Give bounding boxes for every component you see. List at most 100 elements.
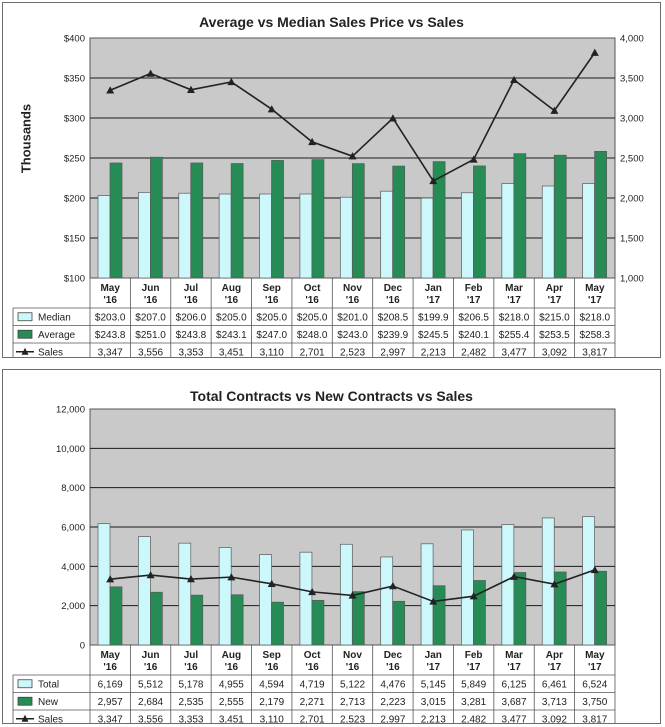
y-right-tick-label: 3,000	[620, 114, 644, 125]
data-label-sales: 3,347	[98, 347, 123, 357]
y-right-tick-label: 4,000	[620, 34, 644, 45]
y-right-tick-label: 1,000	[620, 274, 644, 285]
bar-median	[218, 193, 232, 279]
data-label-sales: 3,110	[260, 714, 285, 723]
x-tick-label: '17	[507, 662, 521, 673]
point-sales	[348, 152, 357, 160]
data-label-total: 4,719	[300, 679, 325, 690]
bar-median	[97, 195, 111, 279]
data-label-sales: 3,110	[260, 347, 285, 357]
data-label-median: $207.0	[135, 312, 166, 323]
data-label-average: $258.3	[580, 330, 611, 341]
data-label-total: 6,461	[542, 679, 567, 690]
bar-average	[473, 165, 486, 279]
legend-key-sales-marker	[21, 714, 29, 722]
y-tick-label: $100	[64, 274, 85, 285]
chart-title: Average vs Median Sales Price vs Sales	[199, 14, 464, 30]
data-label-sales: 2,482	[461, 714, 486, 723]
x-tick-label: May	[100, 650, 120, 661]
bar-new	[230, 594, 244, 646]
bar-median	[138, 192, 151, 279]
data-label-sales: 3,556	[138, 714, 163, 723]
legend-label-median: Median	[38, 312, 71, 323]
data-label-sales: 3,477	[502, 714, 527, 723]
x-tick-label: Jul	[184, 283, 199, 294]
data-label-average: $255.4	[499, 330, 530, 341]
bar-total	[461, 529, 474, 646]
point-sales	[510, 572, 519, 580]
bar-new	[553, 571, 567, 646]
bar-total	[582, 516, 595, 646]
point-sales	[469, 155, 478, 163]
y-right-tick-label: 2,500	[620, 154, 644, 165]
data-label-median: $203.0	[95, 312, 126, 323]
point-sales	[186, 575, 195, 583]
point-sales	[106, 86, 115, 94]
chart-panel-contracts: Total Contracts vs New Contracts vs Sale…	[2, 369, 661, 724]
y-right-tick-label: 3,500	[620, 74, 644, 85]
point-sales	[429, 597, 438, 605]
data-label-sales: 3,353	[178, 714, 203, 723]
x-tick-label: Apr	[546, 650, 563, 661]
x-tick-label: '16	[386, 295, 400, 306]
data-label-median: $206.5	[458, 312, 489, 323]
data-label-total: 5,849	[461, 679, 486, 690]
data-label-sales: 2,997	[380, 347, 405, 357]
bar-total	[138, 536, 151, 646]
bar-new	[351, 591, 365, 646]
x-tick-label: May	[585, 650, 605, 661]
data-label-sales: 3,092	[542, 714, 567, 723]
legend-key-average	[17, 329, 33, 339]
bar-total	[380, 556, 394, 646]
data-label-new: 2,684	[138, 697, 163, 708]
x-tick-label: '16	[103, 295, 117, 306]
x-tick-label: '17	[427, 295, 441, 306]
point-sales	[308, 137, 317, 146]
data-label-median: $218.0	[499, 312, 530, 323]
x-tick-label: Jan	[425, 650, 442, 661]
y-right-tick-label: 2,000	[620, 194, 644, 205]
data-label-average: $245.5	[418, 330, 449, 341]
data-label-median: $205.0	[297, 312, 328, 323]
data-label-sales: 2,213	[421, 347, 446, 357]
x-tick-label: Oct	[304, 283, 321, 294]
x-tick-label: Apr	[546, 283, 563, 294]
data-label-median: $206.0	[176, 312, 207, 323]
bar-new	[311, 599, 325, 646]
data-label-median: $208.5	[378, 312, 409, 323]
legend-key-total	[17, 679, 33, 689]
x-tick-label: Aug	[222, 650, 241, 661]
data-label-average: $248.0	[297, 330, 328, 341]
x-tick-label: '16	[103, 662, 117, 673]
data-label-sales: 3,092	[542, 347, 567, 357]
bar-average	[271, 160, 284, 279]
data-label-sales: 3,451	[219, 347, 244, 357]
y-tick-label: $300	[64, 114, 85, 125]
data-label-total: 5,178	[178, 679, 203, 690]
data-label-sales: 3,817	[582, 714, 607, 723]
y-tick-label: 0	[80, 641, 85, 652]
point-sales	[429, 176, 438, 185]
x-tick-label: '16	[386, 662, 400, 673]
data-label-sales: 3,347	[98, 714, 123, 723]
data-label-total: 4,476	[380, 679, 405, 690]
data-label-new: 2,179	[259, 697, 284, 708]
bar-median	[582, 183, 595, 279]
point-sales	[146, 571, 155, 579]
chart-svg: $100 $150 $200 $250 $300 $350 $400 1,000 1,500 2,…	[12, 34, 644, 357]
data-label-total: 6,524	[582, 679, 607, 690]
point-sales	[590, 565, 599, 574]
bar-average	[230, 163, 244, 279]
bar-median	[259, 193, 272, 279]
data-label-sales: 2,482	[461, 347, 486, 357]
data-label-sales: 2,523	[340, 347, 365, 357]
data-label-new: 3,713	[542, 697, 567, 708]
data-label-new: 2,957	[98, 697, 123, 708]
y-tick-label: $250	[64, 154, 85, 165]
x-tick-label: '16	[265, 662, 279, 673]
x-tick-label: Sep	[263, 283, 281, 294]
bar-average	[190, 162, 204, 279]
chart-panel-price: Average vs Median Sales Price vs Sales T…	[2, 2, 661, 358]
bar-median	[178, 192, 192, 279]
data-label-new: 2,555	[219, 697, 244, 708]
